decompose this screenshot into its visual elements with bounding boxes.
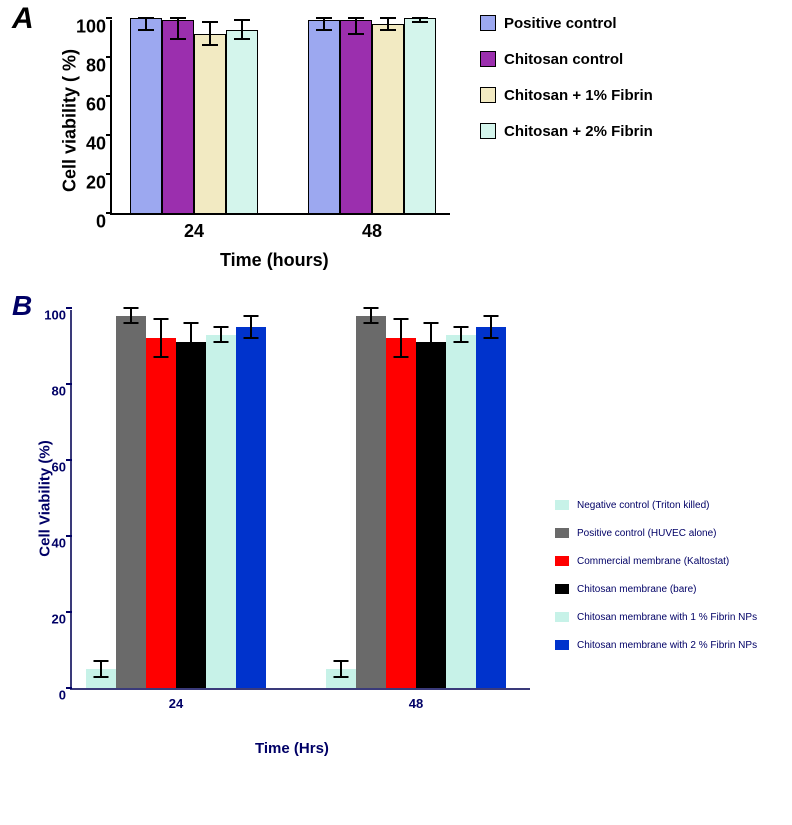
panel-a-xlabel: Time (hours)	[220, 250, 329, 271]
bar	[130, 18, 162, 213]
legend-text: Chitosan + 2% Fibrin	[504, 123, 654, 141]
bar	[372, 24, 404, 213]
panel-b-xlabel: Time (Hrs)	[255, 740, 329, 757]
panel-a: A 0204060801002448 Cell viability ( %) T…	[0, 0, 792, 290]
bar	[476, 327, 506, 688]
legend-item: Negative control (Triton killed)	[555, 500, 787, 512]
legend-swatch	[555, 612, 569, 622]
bar	[356, 316, 386, 688]
bar	[116, 316, 146, 688]
y-tick-label: 40	[86, 134, 112, 155]
legend-item: Positive control (HUVEC alone)	[555, 528, 787, 540]
x-tick-label: 24	[184, 221, 204, 242]
legend-swatch	[555, 528, 569, 538]
panel-b-label: B	[12, 290, 32, 322]
x-tick-label: 48	[362, 221, 382, 242]
y-tick-label: 20	[52, 611, 72, 626]
bar	[446, 335, 476, 688]
x-tick-label: 24	[169, 696, 183, 711]
legend-item: Chitosan + 1% Fibrin	[480, 87, 654, 105]
legend-swatch	[480, 15, 496, 31]
legend-item: Commercial membrane (Kaltostat)	[555, 556, 787, 568]
legend-swatch	[555, 500, 569, 510]
legend-text: Commercial membrane (Kaltostat)	[577, 556, 787, 568]
y-tick-label: 100	[44, 307, 72, 322]
legend-text: Chitosan + 1% Fibrin	[504, 87, 654, 105]
legend-text: Chitosan control	[504, 51, 654, 69]
legend-text: Chitosan membrane (bare)	[577, 584, 787, 596]
legend-text: Positive control (HUVEC alone)	[577, 528, 787, 540]
panel-a-legend: Positive control Chitosan control Chitosan…	[480, 15, 654, 159]
legend-swatch	[555, 584, 569, 594]
bar	[194, 34, 226, 213]
bar	[236, 327, 266, 688]
bar	[308, 20, 340, 213]
x-tick-label: 48	[409, 696, 423, 711]
y-tick-label: 0	[59, 687, 72, 702]
legend-item: Chitosan membrane (bare)	[555, 584, 787, 596]
bar	[226, 30, 258, 213]
legend-text: Chitosan membrane with 1 % Fibrin NPs	[577, 612, 787, 624]
panel-b: B 0204060801002448 Cell Viability (%) Ti…	[0, 290, 792, 825]
legend-item: Chitosan control	[480, 51, 654, 69]
panel-b-chart: 0204060801002448	[70, 310, 530, 690]
legend-swatch	[555, 556, 569, 566]
bar	[404, 18, 436, 213]
y-tick-label: 80	[52, 383, 72, 398]
panel-a-chart: 0204060801002448	[110, 20, 450, 215]
panel-b-ylabel: Cell Viability (%)	[37, 419, 54, 579]
y-tick-label: 100	[76, 17, 112, 38]
legend-item: Chitosan membrane with 2 % Fibrin NPs	[555, 640, 787, 652]
panel-b-legend: Negative control (Triton killed) Positive…	[555, 500, 787, 668]
bar	[146, 338, 176, 688]
bar	[176, 342, 206, 688]
bar	[162, 20, 194, 213]
bar	[340, 20, 372, 213]
legend-text: Chitosan membrane with 2 % Fibrin NPs	[577, 640, 787, 652]
bar	[206, 335, 236, 688]
y-tick-label: 20	[86, 173, 112, 194]
legend-swatch	[480, 87, 496, 103]
panel-a-label: A	[12, 2, 34, 36]
y-tick-label: 80	[86, 56, 112, 77]
legend-swatch	[480, 123, 496, 139]
y-tick-label: 60	[86, 95, 112, 116]
legend-item: Chitosan + 2% Fibrin	[480, 123, 654, 141]
bar	[416, 342, 446, 688]
legend-swatch	[555, 640, 569, 650]
y-tick-label: 0	[96, 212, 112, 233]
legend-item: Chitosan membrane with 1 % Fibrin NPs	[555, 612, 787, 624]
panel-a-ylabel: Cell viability ( %)	[60, 31, 81, 211]
legend-text: Positive control	[504, 15, 654, 33]
y-tick-label: 40	[52, 535, 72, 550]
y-tick-label: 60	[52, 459, 72, 474]
legend-swatch	[480, 51, 496, 67]
legend-text: Negative control (Triton killed)	[577, 500, 787, 512]
legend-item: Positive control	[480, 15, 654, 33]
bar	[386, 338, 416, 688]
